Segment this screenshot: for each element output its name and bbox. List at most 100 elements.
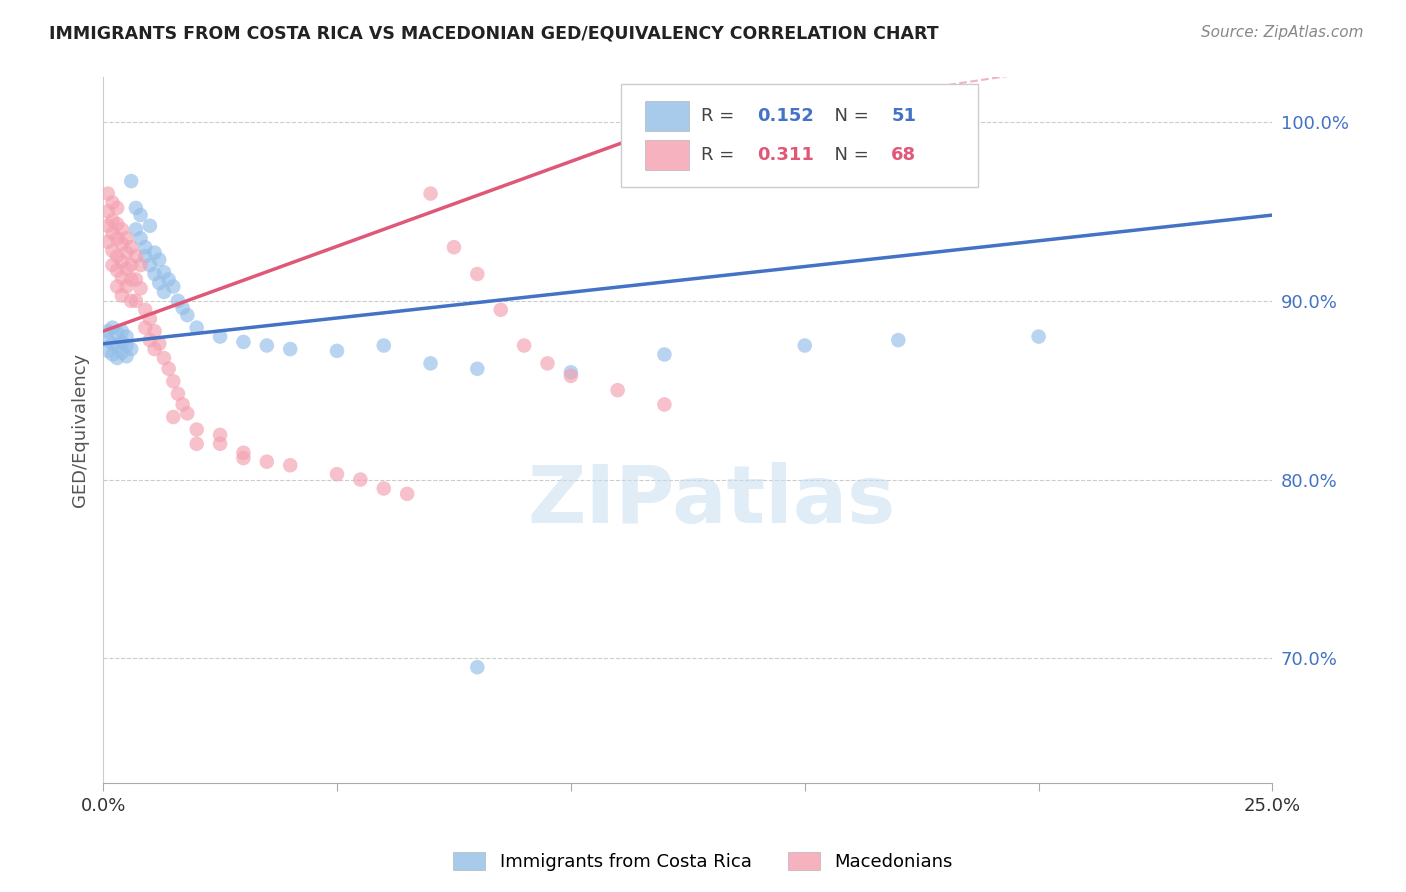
- Point: [278, 458, 301, 473]
- Point: [105, 279, 128, 293]
- Point: [186, 437, 208, 451]
- Point: [654, 347, 676, 361]
- Point: [139, 219, 162, 233]
- Point: [560, 368, 582, 383]
- Point: [465, 361, 488, 376]
- Point: [105, 201, 128, 215]
- Point: [129, 281, 152, 295]
- Point: [101, 213, 124, 227]
- Point: [373, 338, 395, 352]
- Point: [153, 285, 176, 299]
- Point: [139, 311, 162, 326]
- Point: [134, 302, 156, 317]
- Text: R =: R =: [700, 107, 740, 125]
- Point: [172, 397, 194, 411]
- Text: 68: 68: [891, 146, 917, 164]
- Point: [153, 351, 176, 365]
- Point: [125, 249, 148, 263]
- Point: [153, 265, 176, 279]
- Text: R =: R =: [700, 146, 740, 164]
- Point: [120, 272, 142, 286]
- Point: [139, 258, 162, 272]
- Legend: Immigrants from Costa Rica, Macedonians: Immigrants from Costa Rica, Macedonians: [446, 845, 960, 879]
- Point: [232, 334, 254, 349]
- FancyBboxPatch shape: [621, 85, 977, 186]
- Point: [101, 258, 124, 272]
- Point: [120, 240, 142, 254]
- Point: [209, 428, 232, 442]
- Point: [176, 308, 198, 322]
- Point: [157, 272, 180, 286]
- Point: [419, 356, 441, 370]
- Point: [326, 467, 349, 482]
- Point: [148, 252, 170, 267]
- Point: [256, 455, 278, 469]
- Point: [134, 320, 156, 334]
- Text: 51: 51: [891, 107, 917, 125]
- Point: [97, 186, 120, 201]
- Point: [172, 301, 194, 315]
- Point: [101, 195, 124, 210]
- Point: [115, 329, 138, 343]
- Point: [209, 329, 232, 343]
- Point: [120, 342, 142, 356]
- Point: [120, 258, 142, 272]
- Point: [105, 231, 128, 245]
- Point: [111, 236, 134, 251]
- Point: [793, 338, 815, 352]
- Text: N =: N =: [824, 107, 875, 125]
- FancyBboxPatch shape: [644, 102, 689, 131]
- Point: [101, 320, 124, 334]
- Point: [115, 261, 138, 276]
- Point: [887, 333, 910, 347]
- Point: [125, 201, 148, 215]
- Point: [143, 342, 166, 356]
- Point: [134, 240, 156, 254]
- Point: [101, 347, 124, 361]
- Point: [349, 473, 371, 487]
- Point: [278, 342, 301, 356]
- Point: [513, 338, 536, 352]
- Text: 0.152: 0.152: [756, 107, 814, 125]
- FancyBboxPatch shape: [644, 140, 689, 169]
- Point: [111, 324, 134, 338]
- Point: [115, 349, 138, 363]
- Point: [536, 356, 558, 370]
- Point: [143, 324, 166, 338]
- Point: [115, 245, 138, 260]
- Point: [120, 174, 142, 188]
- Point: [560, 365, 582, 379]
- Point: [120, 293, 142, 308]
- Text: IMMIGRANTS FROM COSTA RICA VS MACEDONIAN GED/EQUIVALENCY CORRELATION CHART: IMMIGRANTS FROM COSTA RICA VS MACEDONIAN…: [49, 25, 939, 43]
- Point: [97, 219, 120, 233]
- Text: Source: ZipAtlas.com: Source: ZipAtlas.com: [1201, 25, 1364, 40]
- Point: [134, 249, 156, 263]
- Point: [419, 186, 441, 201]
- Point: [1028, 329, 1050, 343]
- Point: [148, 276, 170, 290]
- Point: [465, 267, 488, 281]
- Point: [186, 423, 208, 437]
- Text: 0.311: 0.311: [756, 146, 814, 164]
- Point: [125, 272, 148, 286]
- Point: [111, 270, 134, 285]
- Point: [465, 660, 488, 674]
- Point: [97, 235, 120, 249]
- Point: [396, 487, 419, 501]
- Point: [157, 361, 180, 376]
- Point: [101, 336, 124, 351]
- Point: [105, 326, 128, 340]
- Point: [129, 231, 152, 245]
- Point: [115, 279, 138, 293]
- Text: ZIPatlas: ZIPatlas: [527, 462, 896, 540]
- Point: [606, 383, 628, 397]
- Point: [115, 338, 138, 352]
- Point: [176, 406, 198, 420]
- Point: [111, 334, 134, 349]
- Point: [443, 240, 465, 254]
- Point: [97, 204, 120, 219]
- Text: N =: N =: [824, 146, 875, 164]
- Point: [101, 226, 124, 240]
- Point: [97, 324, 120, 338]
- Point: [111, 288, 134, 302]
